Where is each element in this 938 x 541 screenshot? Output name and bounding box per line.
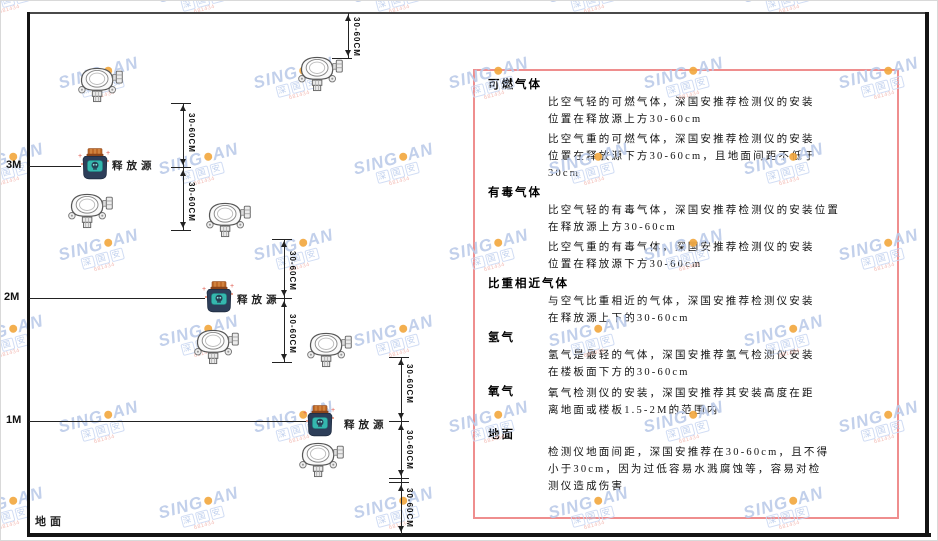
- panel-section: 可燃气体 比空气轻的可燃气体，深国安推荐检测仪的安装 位置在释放源上方30-60c…: [488, 78, 885, 182]
- panel-section: 有毒气体 比空气轻的有毒气体，深国安推荐检测仪的安装位置 在释放源上方30-60c…: [488, 186, 885, 273]
- guideline-panel: 可燃气体 比空气轻的可燃气体，深国安推荐检测仪的安装 位置在释放源上方30-60c…: [473, 69, 899, 519]
- panel-paragraph: 与空气比重相近的气体，深国安推荐检测仪安装 在释放源上下的30-60cm: [548, 296, 815, 324]
- right-wall-line: [925, 12, 929, 537]
- panel-paragraph: 比空气重的有毒气体，深国安推荐检测仪的安装 位置在释放源下方30-60cm: [548, 242, 815, 270]
- dim-arrow: [281, 290, 287, 296]
- dim-line-ceiling: [348, 13, 349, 58]
- dim-tick: [389, 421, 409, 422]
- dim-arrow: [398, 424, 404, 430]
- panel-section-heading: 地面: [488, 429, 515, 441]
- svg-text:+: +: [331, 407, 335, 414]
- gas-detector-icon: [75, 65, 123, 108]
- dim-tick: [332, 58, 352, 59]
- dim-label-1m-lower: 30-60CM: [405, 430, 414, 470]
- dim-tick: [171, 230, 191, 231]
- panel-paragraph: 氢气是最轻的气体，深国安推荐氢气检测仪安装 在楼板面下方的30-60cm: [548, 350, 815, 378]
- panel-paragraph: 比空气轻的有毒气体，深国安推荐检测仪的安装位置 在释放源上方30-60cm: [548, 205, 841, 233]
- dim-label-3m-lower: 30-60CM: [187, 182, 196, 222]
- release-source-label-3m: 释放源: [112, 161, 156, 172]
- panel-section: 比重相近气体与空气比重相近的气体，深国安推荐检测仪安装 在释放源上下的30-60…: [488, 277, 885, 327]
- panel-paragraph: 检测仪地面间距，深国安推荐在30-60cm，且不得 小于30cm，因为过低容易水…: [548, 447, 830, 492]
- dim-arrow: [398, 485, 404, 491]
- gas-detector-icon: [65, 191, 113, 234]
- height-line-1m: [29, 421, 306, 422]
- dim-tick: [272, 298, 292, 299]
- dim-label-2m-upper: 30-60CM: [288, 251, 297, 291]
- dim-label-ceiling: 30-60CM: [352, 17, 361, 57]
- release-source-icon: + +: [78, 148, 112, 185]
- height-label-3m: 3M: [6, 159, 22, 171]
- dim-arrow: [281, 354, 287, 360]
- dim-arrow: [345, 50, 351, 56]
- dim-tick: [171, 167, 191, 168]
- dim-tick: [171, 103, 191, 104]
- dim-arrow: [398, 470, 404, 476]
- panel-section-heading: 有毒气体: [488, 187, 542, 199]
- dim-line-1m: [401, 357, 402, 535]
- gas-detector-icon: [304, 330, 352, 373]
- dim-tick: [389, 478, 409, 479]
- release-source-label-2m: 释放源: [237, 295, 281, 306]
- gas-detector-icon: [203, 200, 251, 243]
- gas-detector-icon: [295, 54, 343, 97]
- height-label-2m: 2M: [4, 291, 20, 303]
- release-source-icon: + +: [303, 405, 337, 442]
- panel-section-heading: 可燃气体: [488, 79, 542, 91]
- dim-arrow: [180, 170, 186, 176]
- ceiling-line: [27, 12, 929, 14]
- panel-section: 地面检测仪地面间距，深国安推荐在30-60cm，且不得 小于30cm，因为过低容…: [488, 428, 885, 495]
- dim-arrow: [345, 15, 351, 21]
- dim-tick: [389, 482, 409, 483]
- svg-text:+: +: [230, 283, 234, 290]
- ground-label: 地面: [35, 516, 65, 528]
- panel-paragraph: 比空气轻的可燃气体，深国安推荐检测仪的安装 位置在释放源上方30-60cm: [548, 97, 815, 125]
- floor-line: [27, 533, 931, 537]
- dim-label-3m-upper: 30-60CM: [187, 113, 196, 153]
- height-line-3m: [29, 166, 81, 167]
- gas-detector-icon: [296, 440, 344, 483]
- dim-arrow: [180, 105, 186, 111]
- dim-arrow: [180, 222, 186, 228]
- dim-arrow: [398, 413, 404, 419]
- dim-arrow: [281, 301, 287, 307]
- panel-section-heading: 氢气: [488, 332, 515, 344]
- panel-paragraph: 比空气重的可燃气体，深国安推荐检测仪的安装 位置在释放源下方30-60cm，且地…: [548, 134, 817, 179]
- dim-tick: [389, 357, 409, 358]
- gas-detector-icon: [191, 327, 239, 370]
- svg-text:+: +: [303, 410, 307, 417]
- svg-text:+: +: [202, 286, 206, 293]
- dim-label-ground-gap: 30-60CM: [405, 488, 414, 528]
- dim-arrow: [180, 159, 186, 165]
- release-source-icon: + +: [202, 281, 236, 318]
- svg-text:+: +: [106, 150, 110, 157]
- panel-section: 氢气氢气是最轻的气体，深国安推荐氢气检测仪安装 在楼板面下方的30-60cm: [488, 331, 885, 381]
- release-source-label-1m: 释放源: [344, 420, 388, 431]
- left-wall-line: [27, 12, 30, 537]
- panel-section-heading: 氧气: [488, 386, 515, 398]
- dim-arrow: [281, 241, 287, 247]
- height-label-1m: 1M: [6, 414, 22, 426]
- panel-section: 氧气 氧气检测仪的安装，深国安推荐其安装高度在距 离地面或楼板1.5-2M的范围内: [488, 385, 885, 419]
- panel-section-heading: 比重相近气体: [488, 278, 569, 290]
- dim-tick: [272, 362, 292, 363]
- height-line-2m: [29, 298, 205, 299]
- svg-text:+: +: [78, 153, 82, 160]
- dim-tick: [272, 239, 292, 240]
- dim-label-2m-lower: 30-60CM: [288, 314, 297, 354]
- dim-arrow: [398, 359, 404, 365]
- dim-label-1m-upper: 30-60CM: [405, 364, 414, 404]
- panel-paragraph: 氧气检测仪的安装，深国安推荐其安装高度在距 离地面或楼板1.5-2M的范围内: [548, 388, 815, 416]
- dim-arrow: [398, 526, 404, 532]
